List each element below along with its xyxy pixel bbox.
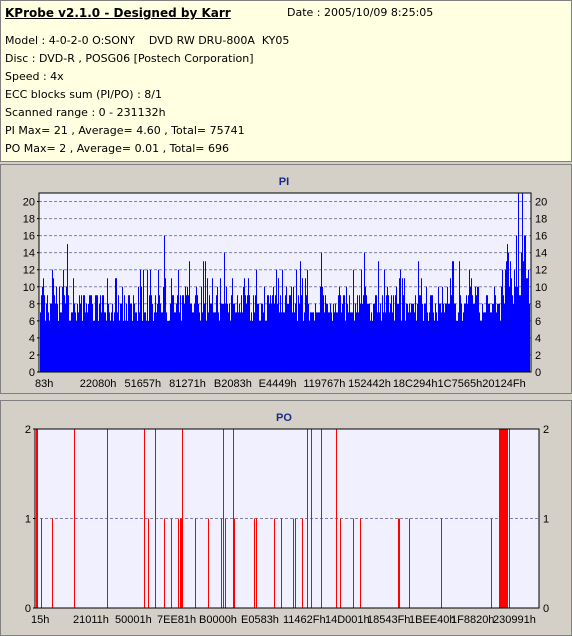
- po-ytick-right: 2: [543, 424, 549, 436]
- po-ytick-left: 0: [25, 603, 31, 615]
- pi-xtick-label: 18C294h: [393, 378, 438, 390]
- pi-xtick-label: B2083h: [214, 378, 252, 390]
- pi-ytick-left: 8: [29, 299, 35, 311]
- po-chart-title: PO: [276, 412, 292, 424]
- pi-ytick-right: 4: [535, 333, 541, 345]
- pi-ytick-left: 20: [23, 197, 35, 209]
- speed-line: Speed : 4x: [5, 70, 64, 83]
- pi-chart-title: PI: [279, 176, 289, 188]
- po-xtick-label: 50001h: [115, 614, 152, 626]
- model-line: Model : 4-0-2-0 O:SONY DVD RW DRU-800A K…: [5, 34, 290, 47]
- scan-date: Date : 2005/10/09 8:25:05: [287, 6, 434, 19]
- po-xtick-label: 18543Fh: [367, 614, 410, 626]
- pi-ytick-right: 20: [535, 197, 547, 209]
- po-xtick-label: B0000h: [199, 614, 237, 626]
- pi-xtick-label: 81271h: [169, 378, 206, 390]
- po-ytick-right: 1: [543, 514, 549, 526]
- po-xtick-label: 7EE81h: [157, 614, 196, 626]
- pi-ytick-left: 6: [29, 316, 35, 328]
- po-stats-line: PO Max= 2 , Average= 0.01 , Total= 696: [5, 142, 229, 155]
- po-chart-panel: PO 0 0 1 1 2 2 15h 21011h 50001h 7EE81h B0000h E0583…: [0, 400, 572, 636]
- po-xtick-label: 14D001h: [325, 614, 370, 626]
- pi-ytick-right: 0: [535, 367, 541, 379]
- pi-xtick-label: 83h: [35, 378, 53, 390]
- pi-xtick-label: 20124Fh: [482, 378, 525, 390]
- pi-ytick-left: 12: [23, 265, 35, 277]
- pi-ytick-left: 14: [23, 248, 35, 260]
- pi-ytick-left: 0: [29, 367, 35, 379]
- po-xtick-label: 21011h: [73, 614, 109, 626]
- pi-ytick-right: 10: [535, 282, 547, 294]
- pi-ytick-right: 16: [535, 231, 547, 243]
- pi-ytick-left: 4: [29, 333, 35, 345]
- pi-xtick-label: 1C7565h: [438, 378, 483, 390]
- po-chart: PO 0 0 1 1 2 2 15h 21011h 50001h 7EE81h B0000h E0583…: [25, 412, 549, 626]
- pi-ytick-right: 6: [535, 316, 541, 328]
- disc-line: Disc : DVD-R , POSG06 [Postech Corporati…: [5, 52, 254, 65]
- po-xtick-label: 1F8820h: [451, 614, 494, 626]
- pi-xtick-label: E4449h: [259, 378, 297, 390]
- pi-xtick-label: 119767h: [303, 378, 345, 390]
- pi-ytick-left: 16: [23, 231, 35, 243]
- pi-ytick-right: 12: [535, 265, 547, 277]
- pi-xtick-label: 152442h: [348, 378, 391, 390]
- range-line: Scanned range : 0 - 231132h: [5, 106, 166, 119]
- pi-ytick-right: 8: [535, 299, 541, 311]
- po-ytick-right: 0: [543, 603, 549, 615]
- pi-stats-line: PI Max= 21 , Average= 4.60 , Total= 7574…: [5, 124, 245, 137]
- po-xtick-label: E0583h: [241, 614, 279, 626]
- pi-xtick-label: 22080h: [80, 378, 117, 390]
- info-panel: KProbe v2.1.0 - Designed by Karr Date : …: [0, 0, 572, 162]
- pi-ytick-left: 2: [29, 350, 35, 362]
- pi-ytick-right: 18: [535, 214, 547, 226]
- po-xtick-label: 11462Fh: [283, 614, 326, 626]
- po-xtick-label: 230991h: [493, 614, 536, 626]
- po-xtick-label: 1BEE40h: [409, 614, 455, 626]
- app-title: KProbe v2.1.0 - Designed by Karr: [5, 6, 231, 20]
- pi-chart: PI 0 0 2 2 4 4 6 6 8 8 10 10 12 12 14 14 16 16 18 18 20 20 83h 2…: [23, 176, 548, 390]
- ecc-line: ECC blocks sum (PI/PO) : 8/1: [5, 88, 162, 101]
- pi-xtick-label: 51657h: [124, 378, 161, 390]
- pi-ytick-right: 2: [535, 350, 541, 362]
- pi-ytick-left: 18: [23, 214, 35, 226]
- po-xtick-label: 15h: [31, 614, 49, 626]
- pi-plot-frame: [38, 192, 532, 373]
- pi-ytick-left: 10: [23, 282, 35, 294]
- po-ytick-left: 2: [25, 424, 31, 436]
- po-ytick-left: 1: [25, 514, 31, 526]
- pi-ytick-right: 14: [535, 248, 547, 260]
- pi-chart-panel: PI 0 0 2 2 4 4 6 6 8 8 10 10 12 12 14 14 16 16 18 18 20 20 83h 2…: [0, 164, 572, 394]
